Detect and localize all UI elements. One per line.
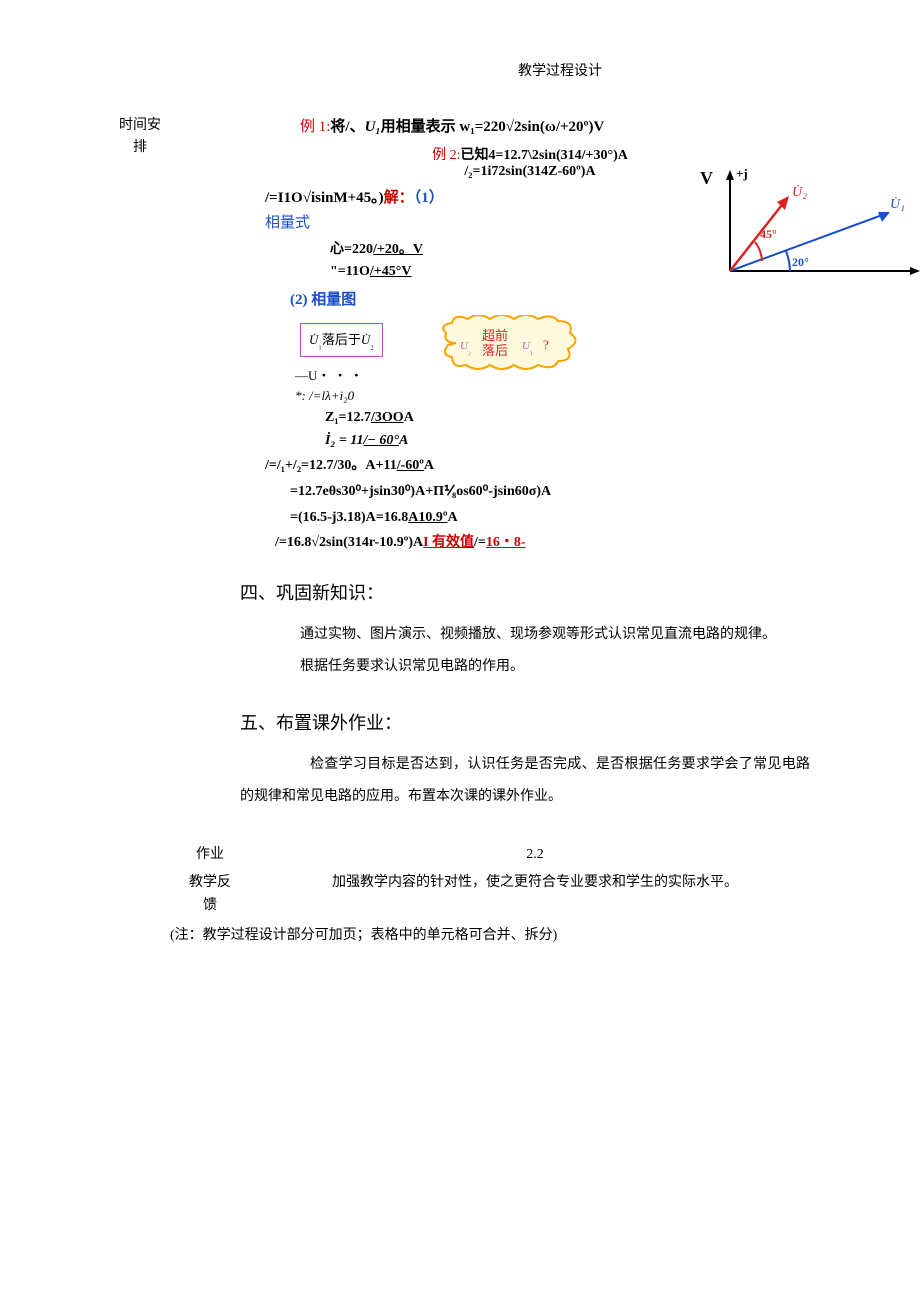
section-5-title: 五、布置课外作业：: [240, 709, 820, 735]
section-4-p2: 根据任务要求认识常见电路的作用。: [300, 651, 810, 683]
main-content: 例 1:将/、U₁用相量表示 w₁=220√2sin(ω/+20º)V 例 2:…: [240, 115, 820, 944]
eq-i2: İ₂ = 11/− 60°A: [325, 430, 820, 451]
sum-line-d: /=16.8√2sin(314r-10.9º)AI 有效值/=16・8-: [275, 532, 820, 554]
diag-U1: U̇₁: [890, 196, 905, 212]
sidebar-time-label: 时间安 排: [110, 115, 170, 160]
hw-label: 作业: [170, 843, 250, 867]
fb-label: 教学反馈: [170, 871, 250, 919]
footnote: (注：教学过程设计部分可加页；表格中的单元格可合并、拆分): [170, 924, 820, 944]
diag-20: 20°: [792, 255, 809, 269]
ex1-label: 例 1:: [300, 119, 330, 135]
row-homework: 作业 2.2: [170, 843, 820, 867]
sum-line-b: =12.7eθs30⁰+jsin30⁰)A+Π⅟₈os60⁰-jsin60σ)A: [290, 481, 820, 503]
svg-text:落后: 落后: [482, 343, 508, 358]
footer-table: 作业 2.2 教学反馈 加强教学内容的针对性，使之更符合专业要求和学生的实际水平…: [170, 843, 820, 918]
small-eq-2: *: /=lλ+i₂0: [295, 387, 820, 405]
section-4-title: 四、巩固新知识：: [240, 579, 820, 605]
diag-V: V: [700, 168, 713, 188]
svg-text:₁: ₁: [530, 345, 533, 355]
cloud-box: U ₂ 超前 落后 U ₁ ?: [438, 315, 568, 365]
lag-box: U̇₁落后于U̇₂: [300, 323, 383, 357]
section-4-p1: 通过实物、图片演示、视频播放、现场参观等形式认识常见直流电路的规律。: [300, 619, 810, 651]
diag-plusj: +j: [736, 166, 748, 181]
ex2-label: 例 2:: [432, 148, 460, 163]
diag-U2: U̇₂: [792, 184, 807, 200]
fb-value: 加强教学内容的针对性，使之更符合专业要求和学生的实际水平。: [250, 871, 820, 919]
section-5-p: 检查学习目标是否达到，认识任务是否完成、是否根据任务要求学会了常见电路的规律和常…: [240, 749, 810, 813]
hw-value: 2.2: [250, 843, 820, 867]
eq-z1: Z₁=12.7/3OOA: [325, 407, 820, 428]
sum-line-a: /=/₁+/₂=12.7/30。A+11/-60ºA: [265, 455, 820, 477]
time-l2: 排: [110, 137, 170, 159]
phasor-diagram: V +j +1 U̇₁ U̇₂ 45: [700, 166, 880, 296]
time-l1: 时间安: [110, 115, 170, 137]
boxes-row: U̇₁落后于U̇₂ U ₂ 超前 落后 U ₁ ?: [300, 315, 820, 365]
svg-text:超前: 超前: [482, 328, 508, 343]
row-feedback: 教学反馈 加强教学内容的针对性，使之更符合专业要求和学生的实际水平。: [170, 871, 820, 919]
page-title: 教学过程设计: [260, 60, 860, 80]
solution-block: /=I1O√isinM+45。)解：（1） 相量式 心=220/+20。V "=…: [240, 186, 820, 554]
svg-text:₂: ₂: [468, 345, 471, 355]
example-1: 例 1:将/、U₁用相量表示 w₁=220√2sin(ω/+20º)V: [300, 115, 820, 136]
diag-45: 45°: [760, 227, 777, 241]
vector-diagram-svg: V +j +1 U̇₁ U̇₂ 45: [700, 166, 920, 316]
svg-text:?: ?: [543, 337, 549, 352]
sum-line-c: =(16.5-j3.18)A=16.8A10.9ºA: [290, 507, 820, 529]
